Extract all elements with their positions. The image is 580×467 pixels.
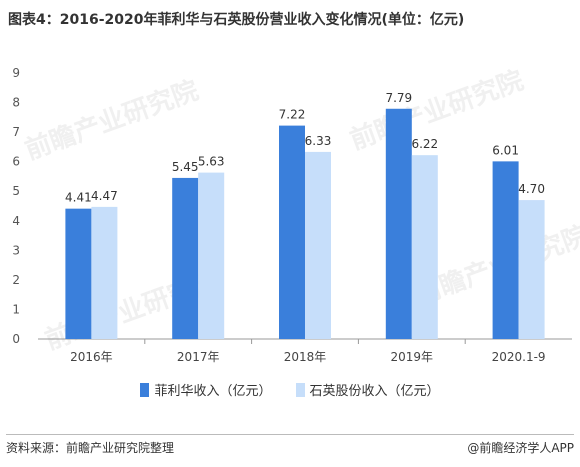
legend-item-series2: 石英股份收入（亿元） xyxy=(295,380,440,399)
x-tick-label: 2018年 xyxy=(284,350,327,364)
y-tick-label: 0 xyxy=(12,332,20,346)
bar-series2 xyxy=(518,200,545,339)
bar-series1 xyxy=(385,108,412,339)
y-tick-label: 8 xyxy=(12,96,20,110)
data-label: 7.22 xyxy=(279,108,306,122)
bar-series2 xyxy=(91,206,118,339)
data-label: 4.70 xyxy=(518,182,545,196)
y-tick-label: 5 xyxy=(12,184,20,198)
bar-series2 xyxy=(305,151,331,339)
legend-item-series1: 菲利华收入（亿元） xyxy=(140,380,272,399)
y-tick-label: 7 xyxy=(12,125,20,139)
data-label: 4.41 xyxy=(65,191,92,205)
chart-title: 图表4：2016-2020年菲利华与石英股份营业收入变化情况(单位：亿元) xyxy=(8,12,465,28)
legend-swatch-series1 xyxy=(140,382,150,397)
bar-series1 xyxy=(172,177,199,339)
bar-series1 xyxy=(279,125,305,339)
bar-chart: 0 1 2 3 4 5 6 7 8 9 4.41 4.47 2016年 5.45 5.63 2017年 7.22… xyxy=(12,66,572,364)
bar-series1 xyxy=(65,208,92,339)
y-tick-label: 6 xyxy=(12,155,20,169)
x-tick-label: 2016年 xyxy=(70,350,113,364)
x-tick-label: 2020.1-9 xyxy=(492,350,546,364)
legend-label-series1: 菲利华收入（亿元） xyxy=(154,384,272,399)
y-tick-label: 3 xyxy=(12,243,20,257)
x-tick-label: 2017年 xyxy=(177,350,220,364)
y-tick-label: 4 xyxy=(12,214,20,228)
data-label: 6.33 xyxy=(305,134,332,148)
footer: 资料来源：前瞻产业研究院整理 @前瞻经济学人APP xyxy=(6,434,574,456)
legend: 菲利华收入（亿元） 石英股份收入（亿元） xyxy=(0,380,580,399)
data-label: 5.63 xyxy=(198,155,225,169)
y-tick-label: 9 xyxy=(12,66,20,80)
bar-series2 xyxy=(198,172,225,339)
y-tick-label: 1 xyxy=(12,302,20,316)
legend-label-series2: 石英股份收入（亿元） xyxy=(309,384,440,399)
data-label: 5.45 xyxy=(172,160,199,174)
data-label: 6.22 xyxy=(411,137,438,151)
data-label: 6.01 xyxy=(492,143,519,157)
bar-series2 xyxy=(411,155,438,339)
brand-note: @前瞻经济学人APP xyxy=(467,441,574,455)
legend-swatch-series2 xyxy=(295,382,305,397)
bar-series1 xyxy=(492,161,519,339)
data-label: 7.79 xyxy=(385,91,412,105)
source-note: 资料来源：前瞻产业研究院整理 xyxy=(6,441,175,455)
data-label: 4.47 xyxy=(91,189,118,203)
y-tick-label: 2 xyxy=(12,273,20,287)
x-tick-label: 2019年 xyxy=(391,350,434,364)
